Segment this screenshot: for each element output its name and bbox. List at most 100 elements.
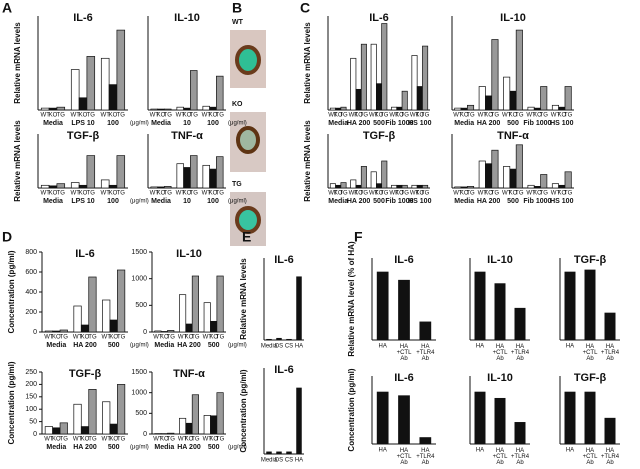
bar (202, 105, 210, 111)
bar (460, 107, 468, 111)
bar (564, 271, 576, 340)
y-tick-label: 500 (135, 410, 147, 417)
x-tick-label: HA +TLR4 Ab (416, 344, 435, 362)
series-label: KO (375, 191, 384, 197)
series-label: TG (167, 335, 176, 341)
bar (515, 144, 523, 189)
bar (108, 184, 118, 189)
bar (564, 171, 572, 189)
series-label: TG (380, 191, 389, 197)
series-label: WT (410, 191, 420, 197)
x-tick-label: HA +TLR4 Ab (601, 448, 620, 466)
series-label: KO (185, 335, 194, 341)
bar (52, 330, 61, 333)
y-tick-label: 1500 (131, 249, 147, 256)
series-label: TG (540, 113, 549, 119)
chart-title: TGF-β (69, 368, 102, 380)
unit-label: (μg/ml) (228, 343, 247, 349)
bar (398, 395, 410, 444)
bar (558, 106, 566, 111)
y-tick-label: 600 (25, 269, 37, 276)
chart-title: IL-6 (394, 372, 414, 384)
bar (209, 168, 217, 189)
bar (411, 184, 418, 189)
x-tick-label: HA +CTL Ab (493, 448, 509, 466)
chart-title: IL-10 (176, 248, 202, 260)
bar (396, 184, 403, 189)
unit-label: (μg/ml) (130, 199, 149, 205)
bar (56, 106, 66, 111)
series-label: WT (203, 335, 213, 341)
y-axis-label: Concentration (pg/ml) (239, 369, 248, 452)
y-axis-label: Relative mRNA levels (303, 120, 312, 202)
series-label: KO (557, 191, 566, 197)
bar (533, 186, 541, 189)
bar (558, 184, 566, 189)
bar (59, 422, 68, 435)
series-label: KO (509, 113, 518, 119)
chart-title: TNF-α (171, 130, 203, 142)
bar (176, 163, 184, 189)
series-label: TG (216, 335, 225, 341)
x-tick-label: CS (285, 344, 293, 350)
series-label: KO (81, 437, 90, 443)
y-tick-label: 0 (33, 329, 37, 336)
series-label: WT (551, 113, 561, 119)
series-label: WT (328, 113, 338, 119)
bar (527, 106, 535, 111)
y-tick-label: 200 (25, 309, 37, 316)
series-label: KO (185, 437, 194, 443)
panel-label: C (300, 0, 310, 16)
bar (44, 330, 53, 333)
series-label: WT (176, 113, 186, 119)
series-label: WT (453, 113, 463, 119)
bar (70, 182, 80, 189)
chart-title: IL-10 (174, 12, 200, 24)
bar (401, 90, 408, 111)
series-label: TG (216, 437, 225, 443)
bar (73, 403, 82, 435)
y-axis-label: Relative mRNA levels (239, 258, 248, 340)
bar (584, 391, 596, 444)
x-tick-label: 100 (107, 198, 119, 205)
bar (360, 43, 367, 111)
chart-title: IL-6 (274, 364, 294, 376)
chart-title: TGF-β (574, 254, 607, 266)
x-tick-label: HA +TLR4 Ab (601, 344, 620, 362)
bar (509, 168, 517, 189)
bar (514, 307, 526, 340)
series-label: KO (183, 113, 192, 119)
x-tick-label: Media (328, 198, 348, 205)
unit-label: (μg/ml) (228, 199, 247, 205)
bar (551, 104, 559, 111)
bar (355, 88, 362, 111)
bar (381, 160, 388, 189)
unit-label: (μg/ml) (228, 121, 247, 127)
bar (164, 108, 172, 111)
x-tick-label: Media (328, 120, 348, 127)
x-tick-label: Media (151, 120, 171, 127)
bar (116, 155, 126, 189)
bar (335, 107, 342, 111)
bar (179, 294, 187, 333)
bar (286, 451, 292, 454)
x-tick-label: Fib 1000 (385, 198, 413, 205)
x-tick-label: Media (454, 120, 474, 127)
series-label: KO (209, 191, 218, 197)
bar (375, 183, 383, 189)
series-label: WT (73, 437, 83, 443)
bar (48, 107, 58, 111)
bar (117, 384, 126, 435)
bar (86, 155, 96, 189)
y-tick-label: 500 (135, 302, 147, 309)
bar (533, 107, 541, 111)
bar (78, 97, 88, 111)
series-label: TG (564, 191, 573, 197)
chart-title: TGF-β (67, 130, 100, 142)
x-tick-label: DS (275, 458, 283, 464)
bar (485, 95, 493, 111)
series-label: TG (360, 191, 369, 197)
series-label: KO (354, 191, 363, 197)
series-label: KO (79, 113, 88, 119)
